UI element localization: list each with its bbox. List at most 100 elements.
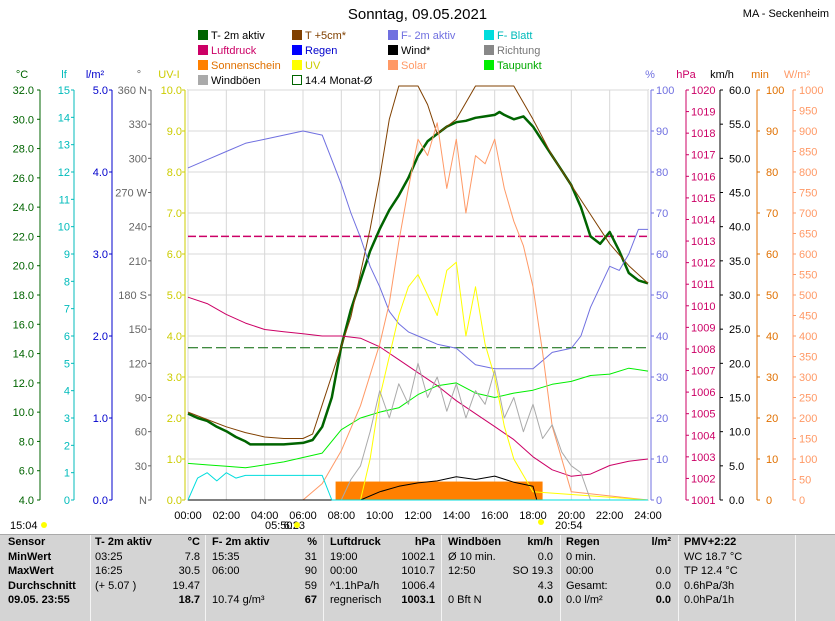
row-label-max: MaxWert: [8, 565, 54, 577]
druck-tick-label: 1011: [691, 279, 715, 291]
feuchte-tick-label: 90: [656, 126, 668, 138]
legend-item: Taupunkt: [484, 60, 542, 72]
druck-tick-label: 1006: [691, 387, 715, 399]
solar-tick-label: 800: [799, 167, 817, 179]
sunset-label: 20:54: [555, 520, 583, 532]
blatt-tick-label: 13: [58, 140, 70, 152]
feuchte-tick-label: 30: [656, 372, 668, 384]
druck-min-value: 1002.1: [401, 550, 435, 563]
richtung-unit-label: °: [137, 69, 141, 81]
legend-label: UV: [305, 60, 321, 72]
row-label-avg: Durchschnitt: [8, 579, 76, 592]
f2m-max-value: 90: [304, 565, 317, 577]
legend-item: Windböen: [198, 75, 261, 87]
x-tick-label: 14:00: [443, 510, 471, 522]
wind-max-value: SO 19.3: [512, 565, 553, 577]
richtung-tick-label: 210: [129, 256, 147, 268]
t2m-min-time: 03:25: [95, 550, 123, 563]
legend-label: T- 2m aktiv: [211, 30, 265, 42]
series-line-6: [188, 261, 649, 501]
richtung-tick-label: N: [139, 495, 147, 507]
sonne-tick-label: 40: [766, 331, 778, 343]
summary-regen: Regen l/m² 0 min. 00:00 0.0 Gesamt: 0.0 0.0…: [566, 535, 671, 621]
temp-tick-label: 22.0: [13, 231, 34, 243]
legend-label: Solar: [401, 60, 427, 72]
regen-rate: 0.0 l/m²: [566, 594, 603, 606]
sonne-tick-label: 70: [766, 208, 778, 220]
x-tick-label: 10:00: [366, 510, 394, 522]
druck-tick-label: 1019: [691, 107, 715, 119]
richtung-tick-label: 270 W: [115, 188, 147, 200]
x-tick-label: 00:00: [174, 510, 202, 522]
wind-avg-value: 4.3: [537, 579, 553, 592]
solar-tick-label: 700: [799, 208, 817, 220]
weather-chart: 4.06.08.010.012.014.016.018.020.022.024.…: [10, 69, 823, 532]
legend-swatch: [292, 45, 302, 55]
blatt-tick-label: 7: [64, 304, 70, 316]
uv-tick-label: 3.0: [167, 372, 182, 384]
solar-tick-label: 50: [799, 475, 811, 487]
blatt-tick-label: 9: [64, 249, 70, 261]
richtung-tick-label: 300: [129, 153, 147, 165]
series-line-2: [187, 130, 648, 370]
temp-tick-label: 6.0: [19, 466, 34, 478]
druck-tick-label: 1005: [691, 409, 715, 421]
richtung-tick-label: 360 N: [118, 85, 147, 97]
regen-tick-label: 0.0: [93, 495, 108, 507]
series-line-1: [187, 85, 649, 439]
regen-unit: l/m²: [651, 536, 671, 548]
regen-tick-label: 1.0: [93, 413, 108, 425]
legend-swatch: [198, 75, 208, 85]
legend-label: F- 2m aktiv: [401, 30, 456, 42]
summary-f2m: F- 2m aktiv% 15:35 31 06:00 90 59 10.74 g/…: [212, 535, 317, 621]
legend-swatch: [388, 60, 398, 70]
druck-tick-label: 1014: [691, 214, 715, 226]
x-tick-label: 06:00: [289, 510, 317, 522]
feuchte-tick-label: 50: [656, 290, 668, 302]
wind-tick-label: 45.0: [729, 188, 750, 200]
uv-tick-label: 8.0: [167, 167, 182, 179]
pmv-pressure-3h: 0.6hPa/3h: [684, 579, 735, 592]
wind-tick-label: 15.0: [729, 393, 750, 405]
legend-swatch: [292, 75, 302, 85]
x-tick-label: 12:00: [404, 510, 432, 522]
feuchte-tick-label: 70: [656, 208, 668, 220]
t2m-max-value: 30.5: [178, 565, 200, 577]
regen-tick-label: 3.0: [93, 249, 108, 261]
solar-tick-label: 450: [799, 311, 817, 323]
f2m-max-time: 06:00: [212, 565, 240, 577]
uv-tick-label: 7.0: [167, 208, 182, 220]
blatt-tick-label: 8: [64, 276, 70, 288]
sonne-tick-label: 0: [766, 495, 772, 507]
uv-tick-label: 9.0: [167, 126, 182, 138]
sun-marker: [538, 519, 544, 525]
sun-marker: [294, 522, 300, 528]
regen-tick-label: 5.0: [93, 85, 108, 97]
druck-tick-label: 1004: [691, 430, 715, 442]
legend-swatch: [292, 60, 302, 70]
wind-tick-label: 50.0: [729, 153, 750, 165]
f2m-head: F- 2m aktiv: [212, 536, 270, 548]
x-tick-label: 02:00: [213, 510, 241, 522]
uv-tick-label: 10.0: [161, 85, 182, 97]
t2m-unit: °C: [187, 536, 200, 548]
regen-head: Regen: [566, 536, 600, 548]
druck-tick-label: 1020: [691, 85, 715, 97]
sonne-tick-label: 60: [766, 249, 778, 261]
druck-unit: hPa: [414, 536, 435, 548]
feuchte-tick-label: 80: [656, 167, 668, 179]
t2m-max-time: 16:25: [95, 565, 123, 577]
richtung-tick-label: 330: [129, 119, 147, 131]
blatt-tick-label: 2: [64, 440, 70, 452]
uv-tick-label: 4.0: [167, 331, 182, 343]
wind-tick-label: 20.0: [729, 358, 750, 370]
legend-swatch: [388, 45, 398, 55]
sun-marker: [41, 522, 47, 528]
legend-label: Richtung: [497, 45, 541, 57]
pmv-windchill: WC 18.7 °C: [684, 550, 743, 563]
solar-tick-label: 850: [799, 147, 817, 159]
wind-tick-label: 5.0: [729, 461, 744, 473]
wind-head: Windböen: [448, 536, 502, 548]
sonne-tick-label: 10: [766, 454, 778, 466]
temp-tick-label: 8.0: [19, 436, 34, 448]
